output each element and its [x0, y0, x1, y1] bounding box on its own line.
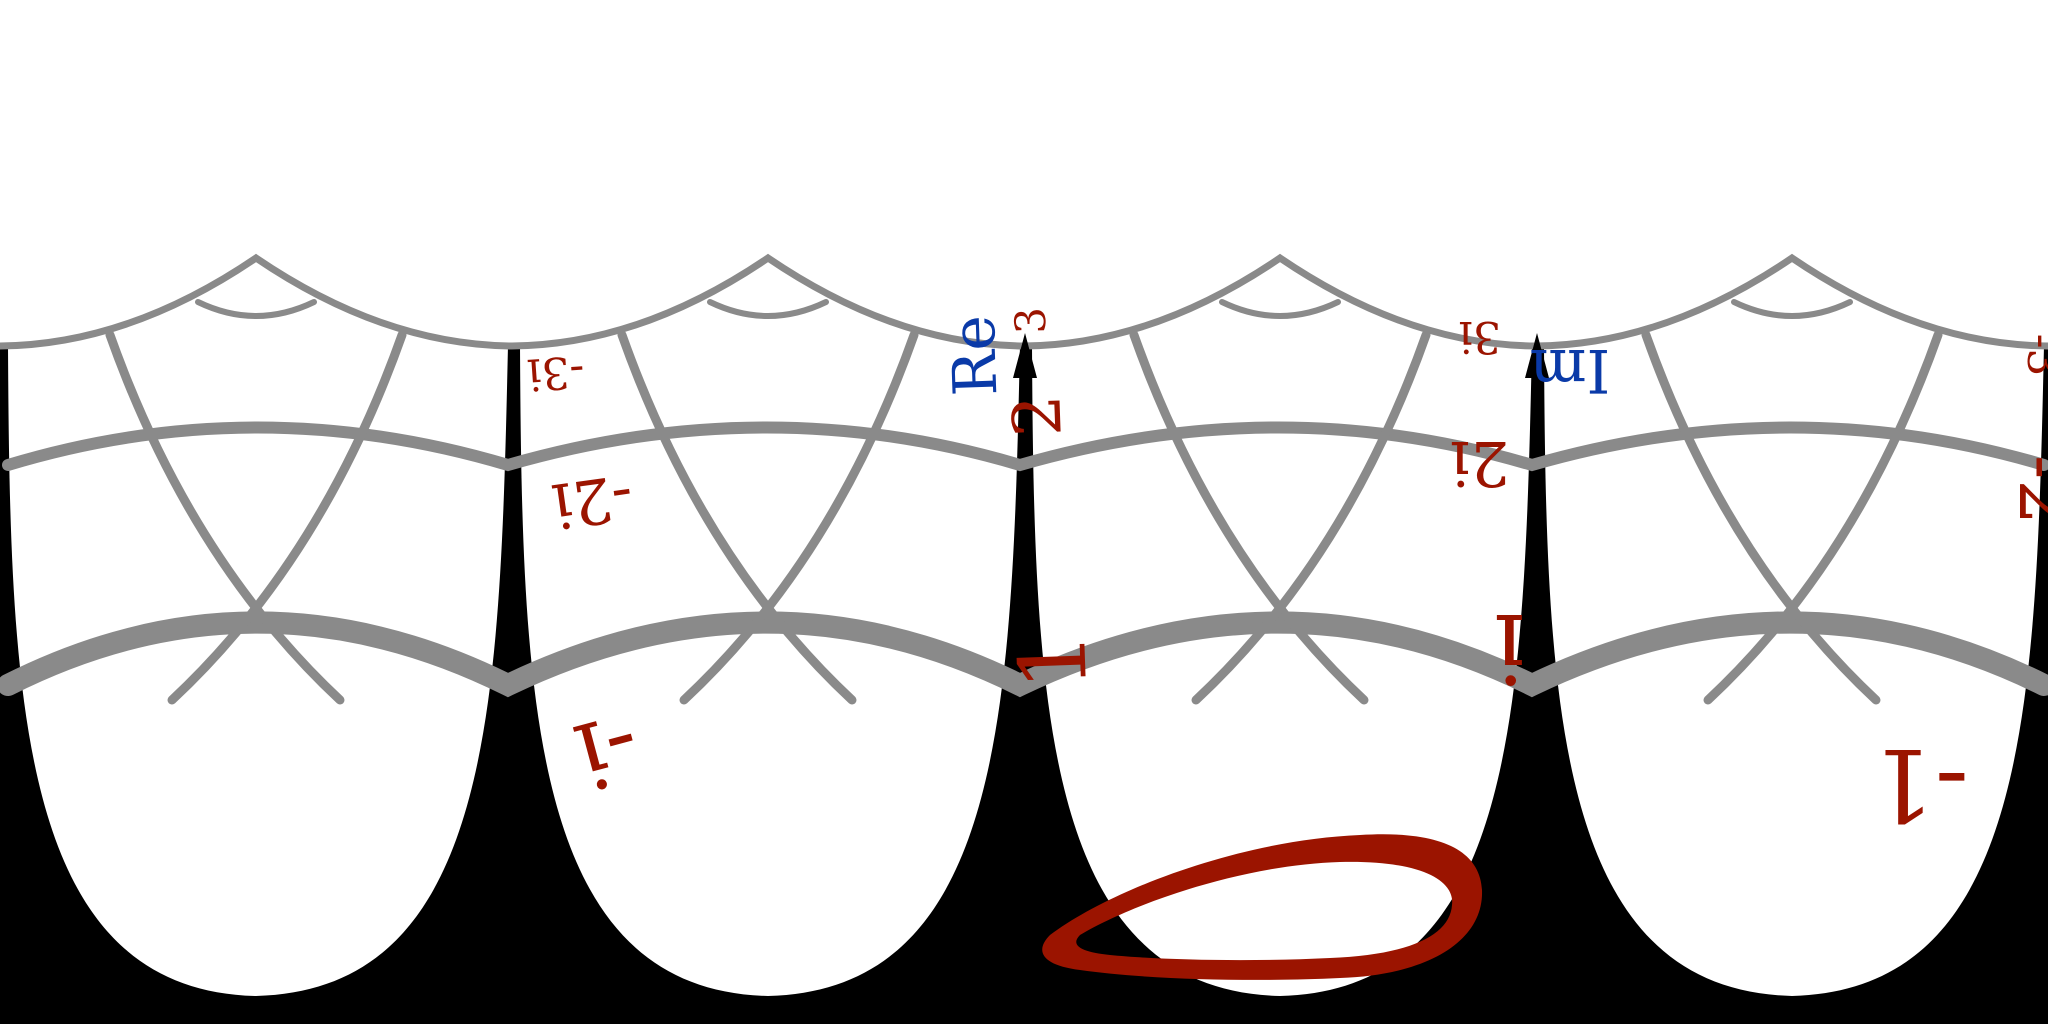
arrowhead-real-axis	[1013, 333, 1037, 378]
label-neg-i: -i	[565, 691, 651, 810]
label-2i: 2i	[1450, 427, 1509, 500]
grid-diagonal-1	[105, 330, 345, 705]
label-i: i	[1495, 592, 1526, 704]
grid-diagonal-8	[1703, 330, 1943, 705]
label-neg-1: -1	[1871, 726, 1968, 843]
grid-rib-2	[707, 299, 829, 319]
grid-rib-3	[1219, 299, 1341, 319]
label-neg-3i: -3i	[526, 345, 586, 400]
grid-rib-4	[1731, 299, 1853, 319]
blue-axis-labels: Re Im	[939, 314, 1611, 405]
grid-rib-1	[195, 299, 317, 319]
red-loop-zero	[1042, 834, 1483, 980]
label-neg-2i: -2i	[548, 460, 638, 543]
grid-diagonal-3	[617, 330, 857, 705]
label-im: Im	[1530, 335, 1611, 405]
grid-low-arc	[0, 611, 2048, 698]
label-2: 2	[998, 393, 1076, 438]
label-re: Re	[939, 314, 1012, 397]
label-1: 1	[999, 630, 1108, 692]
label-neg-2: -2	[2003, 455, 2048, 525]
label-3i: 3i	[1459, 311, 1501, 362]
grid-diagonal-4	[679, 330, 919, 705]
grid-mid-arc	[2, 421, 2048, 472]
grid-diagonal-7	[1641, 330, 1881, 705]
grid-diagonal-6	[1191, 330, 1431, 705]
grid-diagonal-5	[1129, 330, 1369, 705]
label-neg-3: -3	[2017, 334, 2048, 377]
grid-diagonal-2	[167, 330, 407, 705]
arrowhead-imag-axis	[1525, 333, 1549, 378]
label-3: 3	[1006, 306, 1056, 334]
